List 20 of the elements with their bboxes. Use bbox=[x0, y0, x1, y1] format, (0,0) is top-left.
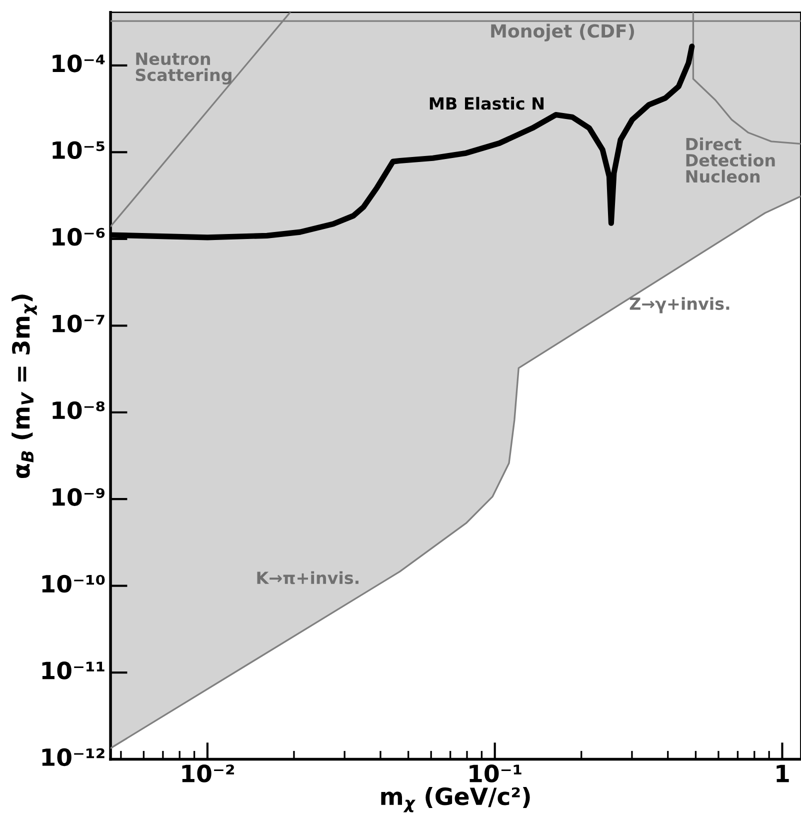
x-axis-title: m$_{χ}$ (GeV/c²) bbox=[381, 786, 530, 812]
ref-line-label: Monojet (CDF) bbox=[491, 24, 634, 42]
y-tick-label: 10⁻⁸ bbox=[52, 401, 105, 420]
y-tick-label: 10⁻⁹ bbox=[52, 488, 104, 506]
y-tick-label: 10⁻⁷ bbox=[52, 314, 104, 332]
annotation: K→π+invis. bbox=[257, 571, 358, 584]
annotation: Z→γ+invis. bbox=[630, 297, 730, 314]
y-tick-label: 10⁻¹⁰ bbox=[42, 574, 105, 593]
annotation: MB Elastic N bbox=[430, 96, 544, 110]
y-tick-label: 10⁻⁴ bbox=[52, 54, 105, 72]
annotation: Neutron Scattering bbox=[136, 52, 232, 85]
x-tick-label: 1 bbox=[776, 764, 789, 782]
y-tick-label: 10⁻¹¹ bbox=[42, 662, 104, 680]
x-tick-label: 10⁻² bbox=[182, 764, 234, 782]
y-axis-title: α$_{B}$ (m$_{V}$ = 3m$_{χ}$) bbox=[12, 294, 37, 478]
y-tick-label: 10⁻¹² bbox=[42, 748, 104, 766]
annotation: Direct Detection Nucleon bbox=[686, 138, 775, 183]
y-tick-label: 10⁻⁵ bbox=[52, 141, 104, 160]
y-tick-label: 10⁻⁶ bbox=[52, 228, 105, 246]
x-tick-label: 10⁻¹ bbox=[470, 764, 522, 782]
